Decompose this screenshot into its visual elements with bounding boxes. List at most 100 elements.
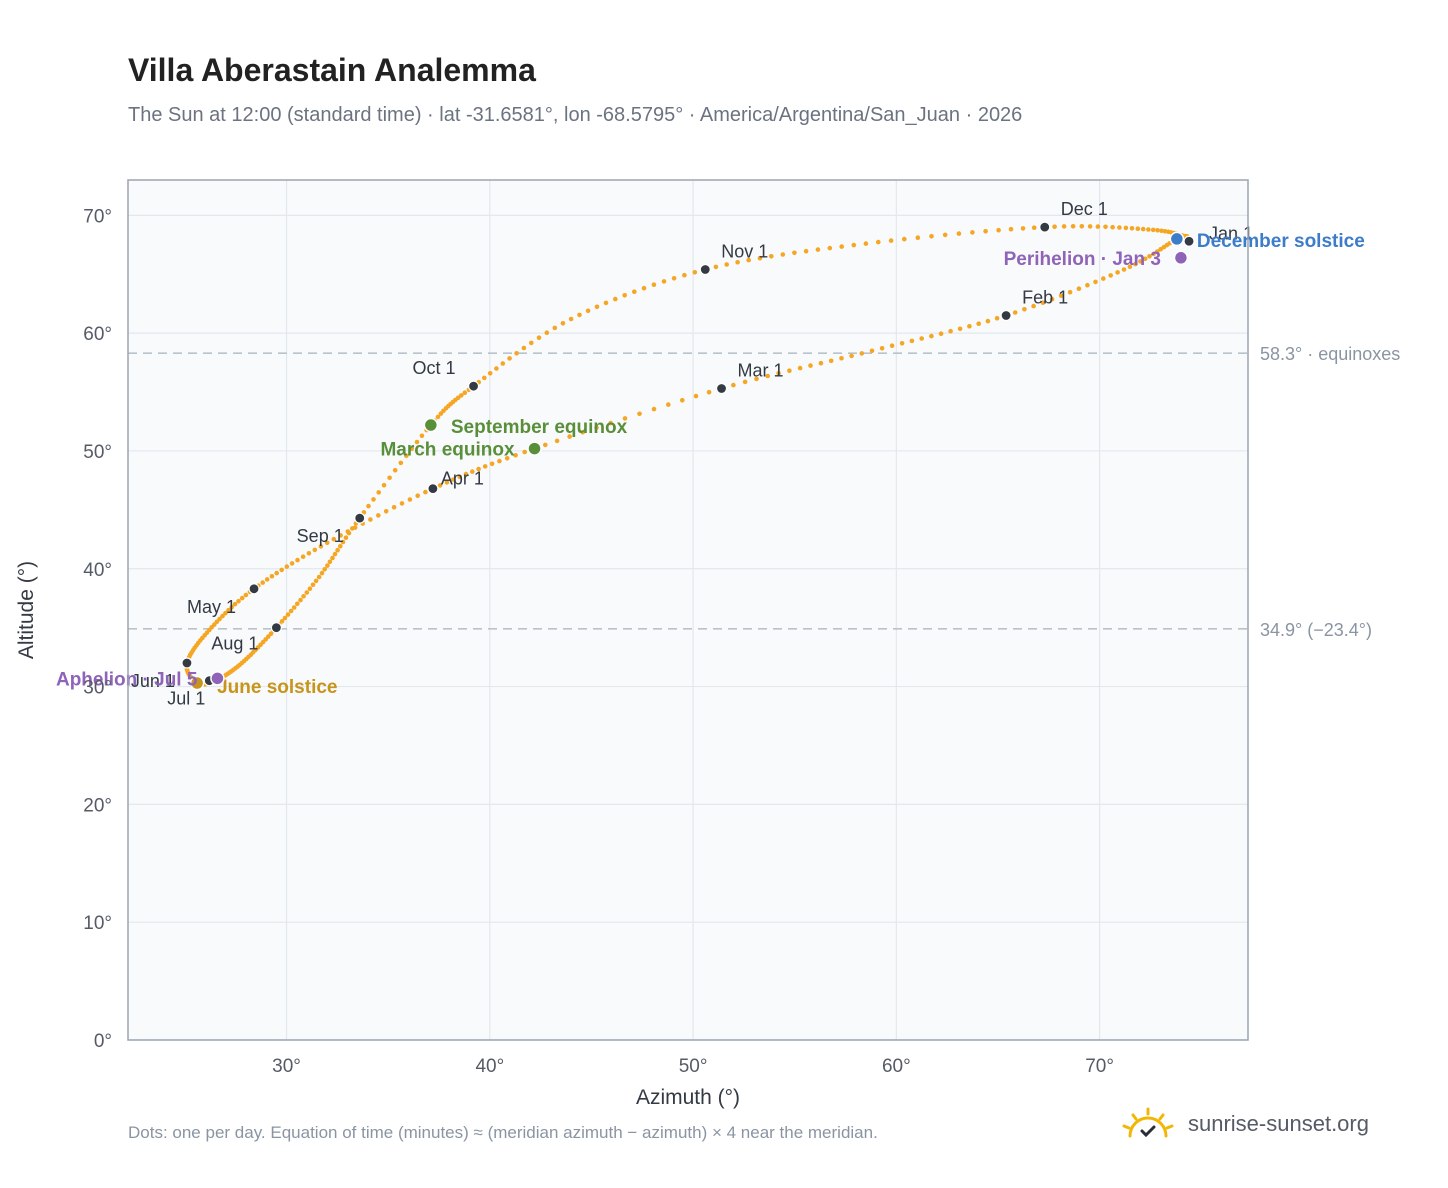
daily-dot xyxy=(994,316,1000,321)
daily-dot xyxy=(919,336,924,341)
daily-dot xyxy=(637,411,642,417)
daily-dot xyxy=(1110,224,1115,230)
daily-dot xyxy=(1031,225,1037,230)
daily-dot xyxy=(765,373,770,379)
daily-dot xyxy=(459,393,464,398)
reference-lines: 58.3° · equinoxes 34.9° (−23.4°) xyxy=(128,344,1400,640)
daily-dot xyxy=(622,416,628,421)
sun-logo-icon xyxy=(1122,1107,1174,1138)
event-marker xyxy=(423,417,439,433)
daily-dot xyxy=(902,236,907,242)
daily-dot xyxy=(1079,224,1085,229)
month-label: Aug 1 xyxy=(211,634,258,654)
daily-dot xyxy=(435,414,441,420)
brand-link[interactable]: sunrise-sunset.org xyxy=(1120,1102,1369,1146)
footnote: Dots: one per day. Equation of time (min… xyxy=(128,1123,878,1142)
daily-dot xyxy=(879,346,885,351)
daily-dot xyxy=(236,598,241,604)
daily-dot xyxy=(243,592,249,598)
daily-dot xyxy=(567,434,572,439)
daily-dot xyxy=(1022,307,1027,312)
month-label: Sep 1 xyxy=(297,526,344,546)
daily-dot xyxy=(1095,224,1101,229)
daily-dot xyxy=(851,242,857,248)
daily-dot xyxy=(1159,228,1164,234)
daily-dot xyxy=(470,469,475,474)
y-tick-label: 20° xyxy=(83,795,112,816)
daily-dot xyxy=(504,456,510,461)
daily-dot xyxy=(818,360,824,366)
daily-dot xyxy=(724,262,729,267)
y-axis-title: Altitude (°) xyxy=(15,561,38,659)
daily-dot xyxy=(489,461,495,467)
y-tick-label: 60° xyxy=(83,324,112,345)
daily-dot xyxy=(828,358,834,364)
daily-dot xyxy=(608,420,613,426)
month-marker xyxy=(715,382,728,395)
daily-dot xyxy=(1117,225,1122,230)
month-label: Dec 1 xyxy=(1061,199,1108,219)
daily-dot xyxy=(536,335,542,341)
daily-dot xyxy=(594,304,600,310)
daily-dot xyxy=(1008,226,1014,232)
daily-dot xyxy=(1070,224,1076,229)
daily-dot xyxy=(585,308,591,314)
daily-dot xyxy=(324,540,330,546)
daily-dot xyxy=(929,234,934,239)
month-label: Oct 1 xyxy=(413,358,456,378)
daily-dot xyxy=(288,608,294,614)
daily-dot xyxy=(543,442,548,448)
daily-dot xyxy=(383,509,389,514)
daily-dot xyxy=(282,615,288,621)
daily-dot xyxy=(304,590,310,595)
daily-dot xyxy=(1142,256,1148,262)
daily-dot xyxy=(1052,224,1057,229)
daily-dot xyxy=(1040,300,1046,306)
daily-dot xyxy=(746,257,751,263)
daily-dot xyxy=(1158,246,1163,252)
daily-dot xyxy=(463,471,469,477)
x-tick-label: 60° xyxy=(882,1056,911,1077)
daily-dot xyxy=(803,248,809,254)
daily-dot xyxy=(325,563,330,568)
month-marker xyxy=(1000,309,1012,322)
month-label: Nov 1 xyxy=(721,242,768,262)
event-label: September equinox xyxy=(451,417,628,438)
x-tick-label: 40° xyxy=(475,1056,504,1077)
daily-dot xyxy=(476,466,481,472)
daily-dot xyxy=(284,564,290,569)
month-marker xyxy=(1039,221,1051,233)
daily-dot xyxy=(366,503,371,509)
daily-dot xyxy=(899,341,905,346)
daily-dot xyxy=(544,330,550,336)
daily-dot xyxy=(938,331,944,337)
daily-dot xyxy=(651,406,657,412)
daily-dot xyxy=(437,483,443,488)
event-label: March equinox xyxy=(380,440,515,461)
daily-dot xyxy=(776,371,781,376)
daily-dot xyxy=(487,371,493,376)
daily-dot xyxy=(560,321,566,326)
daily-dot xyxy=(552,325,558,331)
daily-dot xyxy=(757,255,763,261)
daily-dot xyxy=(1155,228,1160,233)
daily-dot xyxy=(260,580,266,585)
y-tick-label: 50° xyxy=(83,442,112,463)
daily-dot xyxy=(330,555,335,561)
month-label: Feb 1 xyxy=(1022,287,1068,307)
daily-dot xyxy=(289,561,295,566)
daily-dot xyxy=(692,270,698,275)
month-label: Apr 1 xyxy=(441,469,484,489)
daily-dot xyxy=(368,517,373,522)
daily-dot xyxy=(983,228,988,234)
daily-dot xyxy=(295,601,300,607)
daily-dot xyxy=(419,433,425,439)
daily-dot xyxy=(500,361,506,366)
daily-dot xyxy=(957,326,963,332)
daily-dot xyxy=(318,544,324,549)
daily-dot xyxy=(929,333,934,339)
event-marker xyxy=(189,675,205,691)
y-tick-label: 70° xyxy=(83,206,112,227)
daily-dot xyxy=(392,468,398,473)
daily-dot xyxy=(787,368,792,374)
